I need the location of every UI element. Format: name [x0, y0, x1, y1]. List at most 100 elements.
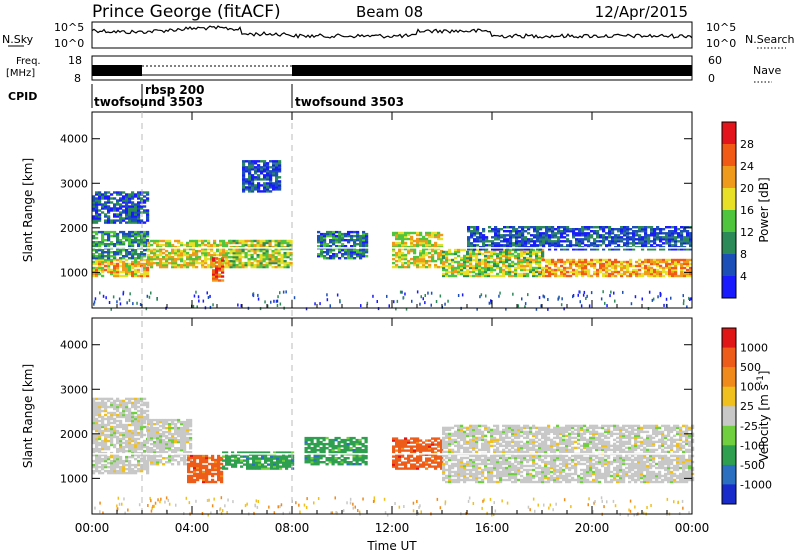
heatmap-cell [162, 457, 165, 459]
heatmap-cell [341, 239, 344, 241]
heatmap-cell [216, 244, 219, 246]
heatmap-cell [159, 419, 162, 421]
heatmap-cell [596, 244, 599, 246]
heatmap-cell [523, 251, 526, 253]
freq-tick-bottom: 8 [74, 72, 81, 85]
heatmap-cell [451, 475, 454, 477]
heatmap-cell [635, 232, 638, 234]
heatmap-cell [116, 448, 119, 450]
heatmap-cell [305, 447, 308, 449]
heatmap-cell [168, 262, 171, 264]
heatmap-cell [140, 448, 143, 450]
heatmap-cell [272, 250, 275, 252]
heatmap-cell [392, 232, 395, 234]
heatmap-cell [267, 467, 270, 469]
heatmap-cell [329, 445, 332, 447]
colorbar-tick-label: 24 [740, 160, 754, 173]
heatmap-cell [359, 455, 362, 457]
heatmap-cell [662, 236, 665, 238]
heatmap-cell [344, 239, 347, 241]
heatmap-cell [258, 298, 260, 301]
heatmap-cell [104, 269, 107, 271]
heatmap-cell [657, 295, 659, 298]
heatmap-cell [329, 245, 332, 247]
heatmap-cell [269, 254, 272, 256]
heatmap-cell [211, 455, 214, 457]
heatmap-cell [410, 258, 413, 260]
heatmap-cell [572, 244, 575, 246]
heatmap-cell [485, 244, 488, 246]
heatmap-cell [275, 160, 278, 162]
heatmap-cell [190, 475, 193, 477]
heatmap-cell [207, 258, 210, 260]
heatmap-cell [460, 457, 463, 459]
heatmap-cell [623, 242, 626, 244]
heatmap-cell [243, 455, 246, 457]
heatmap-cell [686, 232, 689, 234]
heatmap-cell [98, 424, 101, 426]
nave-tick-top: 60 [708, 54, 722, 67]
heatmap-cell [533, 240, 536, 242]
heatmap-cell [134, 219, 137, 221]
heatmap-cell [119, 456, 122, 458]
heatmap-cell [149, 296, 151, 299]
heatmap-cell [168, 419, 171, 421]
heatmap-cell [365, 255, 368, 257]
heatmap-cell [180, 242, 183, 244]
colorbar-tick-label: 8 [740, 248, 747, 261]
heatmap-cell [686, 259, 689, 261]
heatmap-cell [506, 238, 509, 240]
heatmap-cell [323, 445, 326, 447]
colorbar-swatch [722, 166, 736, 189]
heatmap-cell [326, 437, 329, 439]
heatmap-cell [608, 269, 611, 271]
heatmap-cell [131, 239, 134, 241]
heatmap-cell [269, 170, 272, 172]
heatmap-cell [267, 463, 270, 465]
heatmap-cell [428, 252, 431, 254]
heatmap-cell [147, 295, 149, 298]
heatmap-cell [280, 303, 282, 306]
heatmap-cell [428, 260, 431, 262]
heatmap-cell [460, 249, 463, 251]
heatmap-cell [198, 295, 200, 298]
heatmap-cell [434, 443, 437, 445]
heatmap-cell [187, 455, 190, 457]
heatmap-cell [647, 259, 650, 261]
heatmap-cell [338, 257, 341, 259]
heatmap-cell [659, 228, 662, 230]
heatmap-cell [566, 238, 569, 240]
heatmap-cell [323, 437, 326, 439]
heatmap-cell [104, 191, 107, 193]
heatmap-cell [125, 464, 128, 466]
heatmap-cell [174, 437, 177, 439]
heatmap-cell [596, 259, 599, 261]
heatmap-cell [174, 419, 177, 421]
heatmap-cell [162, 419, 165, 421]
heatmap-cell [279, 291, 281, 294]
heatmap-cell [683, 267, 686, 269]
heatmap-cell [146, 231, 149, 233]
heatmap-cell [221, 257, 224, 259]
heatmap-cell [329, 255, 332, 257]
heatmap-cell [538, 255, 541, 257]
heatmap-cell [131, 464, 134, 466]
heatmap-cell [407, 445, 410, 447]
heatmap-cell [269, 166, 272, 168]
heatmap-cell [162, 252, 165, 254]
nsearch-tick-top: 10^5 [706, 21, 736, 34]
heatmap-cell [113, 219, 116, 221]
heatmap-cell [104, 265, 107, 267]
heatmap-cell [177, 461, 180, 463]
heatmap-cell [211, 473, 214, 475]
heatmap-cell [401, 461, 404, 463]
heatmap-cell [641, 267, 644, 269]
heatmap-cell [445, 265, 448, 267]
heatmap-cell [180, 427, 183, 429]
heatmap-cell [205, 465, 208, 467]
heatmap-cell [442, 427, 445, 429]
heatmap-cell [560, 265, 563, 267]
heatmap-cell [335, 451, 338, 453]
heatmap-cell [221, 275, 224, 277]
heatmap-cell [359, 439, 362, 441]
